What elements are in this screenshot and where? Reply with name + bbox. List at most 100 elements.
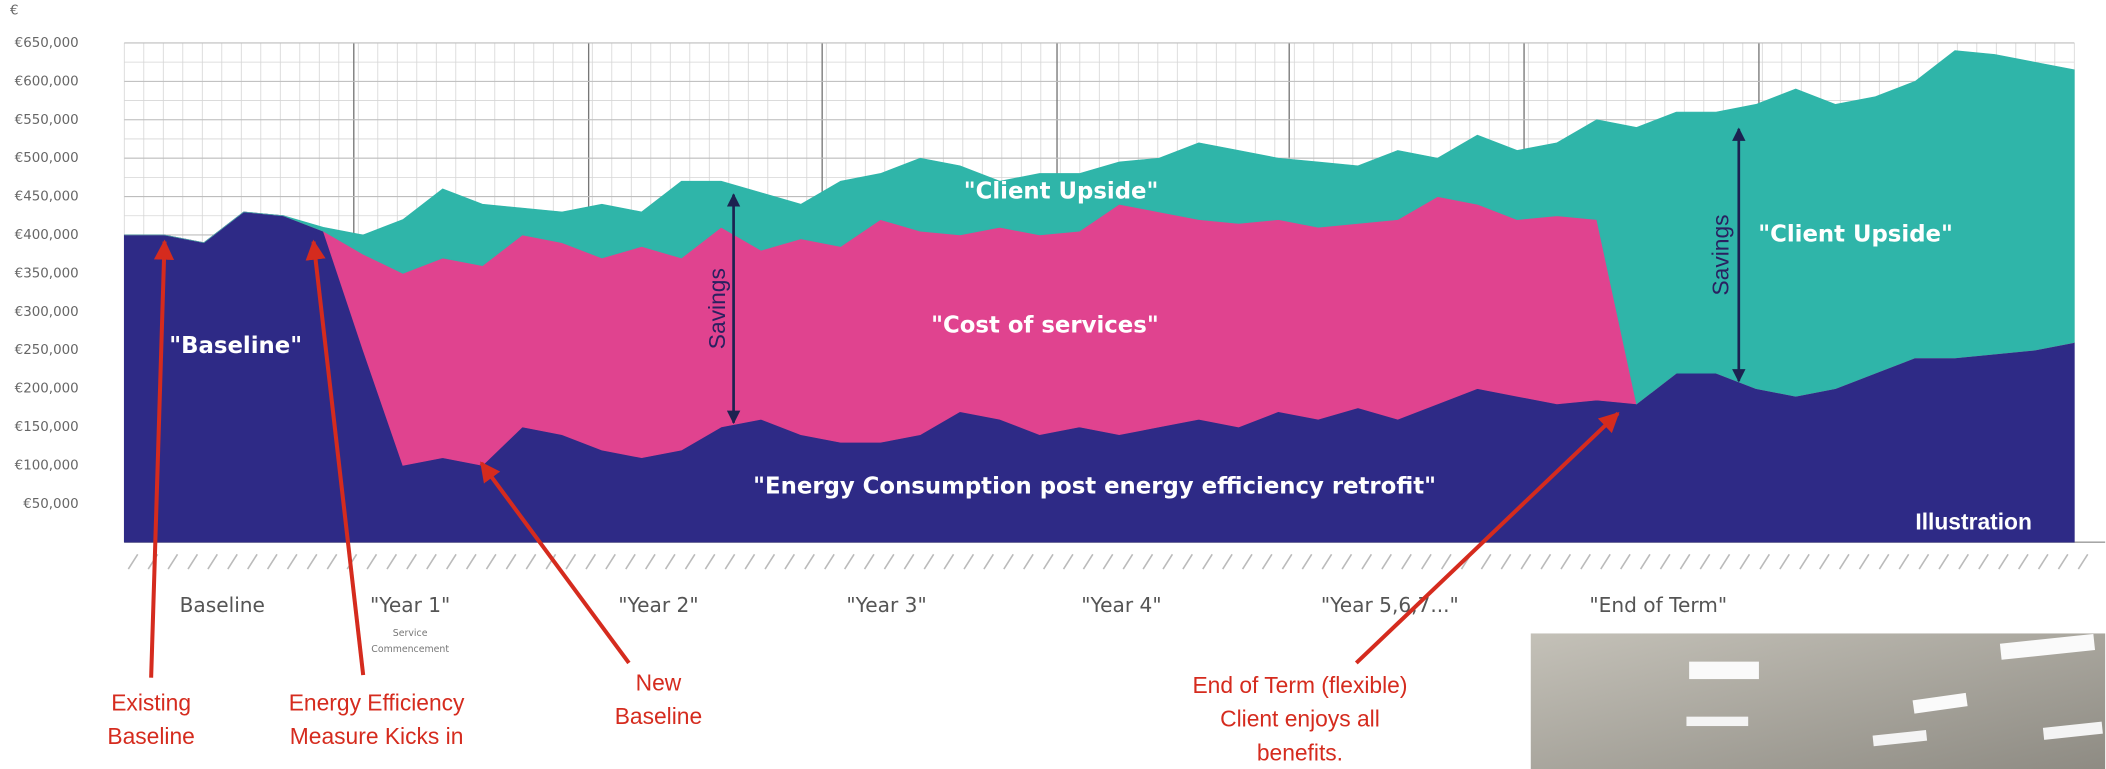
series-label: "Client Upside": [964, 178, 1159, 204]
callout-arrow: [305, 239, 366, 676]
period-label: "End of Term": [1589, 593, 1727, 617]
x-tick-text: [684, 553, 696, 570]
y-tick-label: €150,000: [15, 420, 79, 435]
x-tick-text: [1619, 553, 1631, 570]
x-tick-text: [1818, 553, 1830, 570]
x-tick-text: [1600, 553, 1611, 570]
callout-text: benefits.: [1257, 739, 1343, 765]
y-axis-unit: €: [10, 4, 19, 19]
x-tick-text: [1779, 553, 1790, 570]
series-label: "Energy Consumption post energy efficien…: [753, 474, 1436, 500]
x-tick-text: [605, 553, 616, 570]
x-tick-text: [1878, 553, 1890, 570]
x-tick-text: [724, 553, 736, 570]
light-panel: [1689, 661, 1759, 680]
period-label: "Year 5,6,7...": [1321, 593, 1459, 617]
x-tick-text: [1998, 553, 2009, 570]
callout-arrow: [149, 239, 175, 678]
x-tick-text: [1958, 553, 1970, 570]
x-tick-text: [923, 553, 935, 570]
x-tick-text: [406, 553, 417, 570]
x-tick-text: [1281, 553, 1293, 570]
callout-text: Measure Kicks in: [290, 723, 464, 749]
x-tick-text: [286, 553, 298, 570]
x-tick-text: [1938, 553, 1950, 570]
x-tick-text: [1062, 553, 1074, 570]
service-commencement: Commencement: [371, 644, 449, 655]
y-tick-label: €300,000: [15, 305, 79, 320]
x-tick-text: [2077, 553, 2089, 570]
x-tick-text: [744, 553, 756, 570]
area-label: "Client Upside": [1758, 221, 1953, 247]
x-tick-text: [1122, 553, 1134, 570]
savings-label: Savings: [704, 268, 730, 349]
y-tick-label: €250,000: [15, 343, 79, 358]
x-tick-text: [1222, 553, 1233, 570]
light-panel: [1912, 692, 1968, 714]
x-tick-text: [505, 553, 517, 570]
x-tick-text: [1739, 553, 1751, 570]
x-tick-text: [1341, 553, 1353, 570]
y-tick-label: €500,000: [15, 151, 79, 166]
x-tick-text: [446, 553, 457, 570]
x-tick-text: [625, 553, 636, 570]
x-tick-text: [2017, 553, 2029, 570]
y-tick-label: €650,000: [15, 36, 79, 51]
x-tick-text: [1639, 553, 1651, 570]
x-tick-text: [525, 553, 537, 570]
x-tick-text: [1162, 553, 1174, 570]
x-tick-text: [1858, 553, 1870, 570]
x-tick-text: [227, 553, 238, 570]
callout-text: Energy Efficiency: [289, 690, 465, 716]
x-tick-text: [127, 553, 139, 570]
callout-text: Existing: [111, 690, 191, 716]
callout-text: Baseline: [107, 723, 194, 749]
callout-arrow: [1354, 411, 1620, 665]
x-tick-text: [1898, 553, 1910, 570]
area-label: "Baseline": [169, 333, 302, 359]
y-tick-label: €50,000: [23, 497, 78, 512]
x-tick-text: [644, 553, 656, 570]
x-tick-text: [1321, 553, 1333, 570]
x-tick-text: [804, 553, 815, 570]
x-tick-text: [1023, 553, 1034, 570]
area: [124, 50, 2075, 405]
period-label: "Year 4": [1081, 593, 1161, 617]
x-tick-text: [704, 553, 716, 570]
y-tick-label: €100,000: [15, 458, 79, 473]
x-tick-text: [306, 553, 318, 570]
x-tick-text: [2037, 553, 2049, 570]
x-tick-text: [1042, 553, 1054, 570]
x-tick-text: [1580, 553, 1591, 570]
x-tick-text: [1182, 553, 1193, 570]
x-tick-text: [943, 553, 955, 570]
x-tick-text: [1480, 553, 1492, 570]
x-tick-text: [1699, 553, 1711, 570]
x-tick-text: [1401, 553, 1412, 570]
x-tick-text: [983, 553, 995, 570]
callout-arrow: [479, 461, 631, 665]
x-tick-text: [1759, 553, 1771, 570]
period-label: "Year 2": [618, 593, 698, 617]
x-tick-text: [565, 553, 577, 570]
x-tick-text: [1142, 553, 1154, 570]
callout-text: End of Term (flexible): [1192, 672, 1407, 698]
x-tick-text: [1102, 553, 1114, 570]
x-tick-text: [247, 553, 258, 570]
x-tick-text: [1301, 553, 1313, 570]
x-tick-text: [207, 553, 218, 570]
x-tick-text: [883, 553, 895, 570]
x-tick-text: [1520, 553, 1532, 570]
x-tick-text: [1560, 553, 1572, 570]
x-tick-text: [1202, 553, 1213, 570]
x-tick-text: [465, 553, 477, 570]
x-tick-text: [863, 553, 875, 570]
x-tick-text: [1381, 553, 1392, 570]
y-tick-label: €200,000: [15, 382, 79, 397]
x-tick-text: [426, 553, 437, 570]
x-tick-text: [1918, 553, 1930, 570]
x-tick-text: [485, 553, 497, 570]
x-tick-text: [903, 553, 915, 570]
x-tick-text: [1679, 553, 1691, 570]
